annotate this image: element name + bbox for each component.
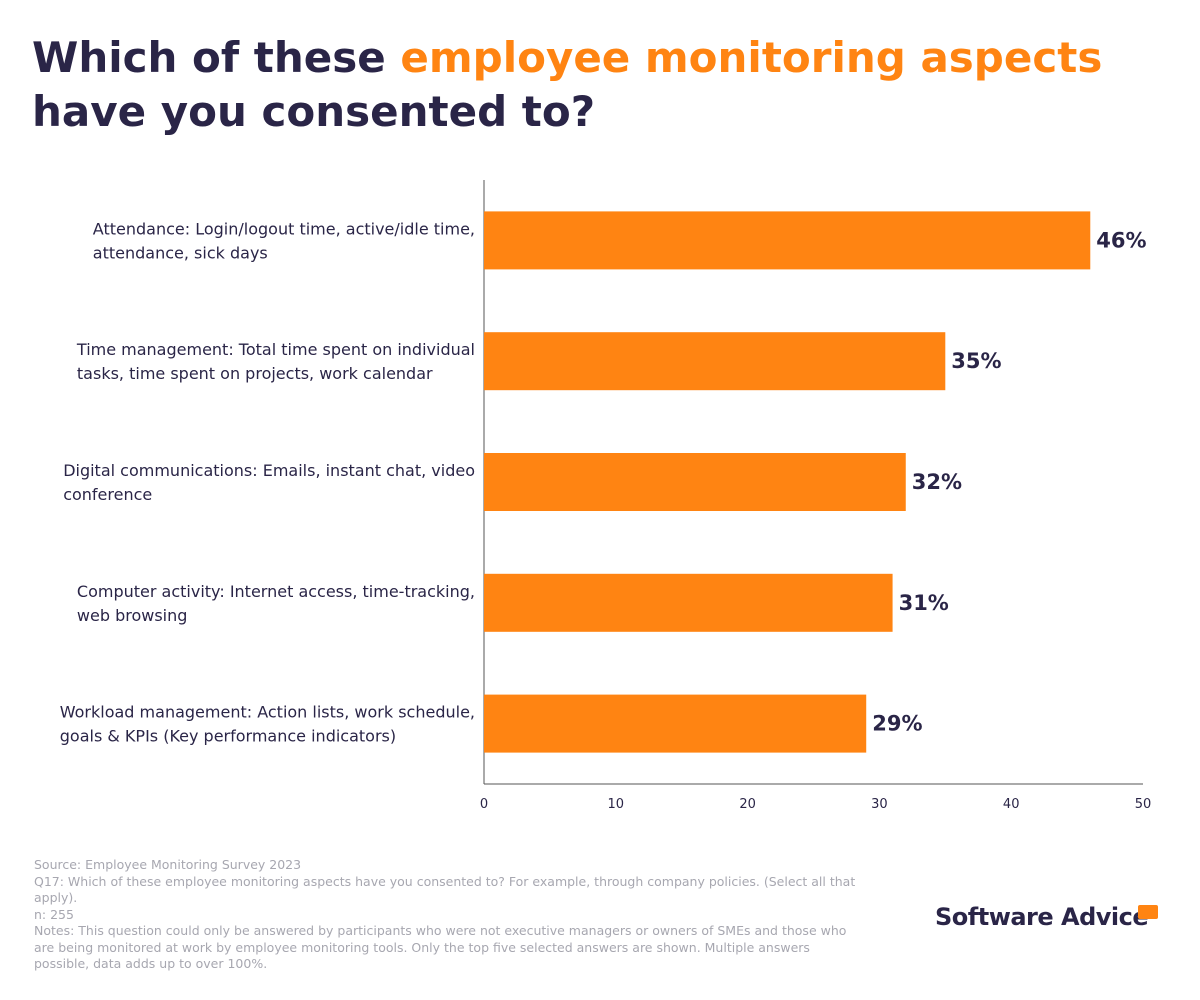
value-label: 29% [872, 712, 922, 736]
x-tick-label: 20 [739, 797, 756, 812]
x-tick-label: 40 [1003, 797, 1020, 812]
y-tick-label: Attendance: Login/logout time, active/id… [93, 219, 475, 238]
bar [484, 694, 867, 753]
source: Source: Employee Monitoring Survey 2023 [34, 857, 302, 872]
y-tick-label: attendance, sick days [93, 243, 268, 262]
footer: Source: Employee Monitoring Survey 2023 … [34, 857, 864, 973]
logo: Software Advice [935, 903, 1149, 931]
y-tick-label: conference [63, 485, 152, 504]
value-label: 46% [1096, 228, 1146, 252]
y-tick-label: Digital communications: Emails, instant … [63, 461, 475, 480]
bar [484, 332, 946, 391]
title-part: Which of these [32, 33, 400, 82]
y-tick-label: web browsing [77, 606, 188, 625]
bar [484, 573, 893, 632]
y-tick-label: goals & KPIs (Key performance indicators… [60, 727, 396, 746]
chart-title: have you consented to? [32, 87, 595, 136]
x-tick-label: 50 [1135, 797, 1152, 812]
category-label: Digital communications: Emails, instant … [63, 461, 475, 504]
y-tick-label: Computer activity: Internet access, time… [77, 582, 475, 601]
y-tick-label: Workload management: Action lists, work … [60, 703, 475, 722]
value-label: 32% [912, 470, 962, 494]
x-tick-label: 10 [608, 797, 625, 812]
sample-size: n: 255 [34, 906, 74, 922]
x-tick-label: 30 [871, 797, 888, 812]
bar [484, 453, 906, 511]
x-tick-label: 0 [480, 797, 488, 812]
category-label: Time management: Total time spent on ind… [76, 340, 475, 383]
y-tick-label: tasks, time spent on projects, work cale… [77, 364, 433, 383]
question: Q17: Which of these employee monitoring … [34, 873, 856, 906]
category-label: Workload management: Action lists, work … [60, 703, 475, 746]
title-highlight: employee monitoring aspects [400, 33, 1102, 82]
bar [484, 211, 1091, 270]
chart-title: Which of these employee monitoring aspec… [32, 33, 1102, 82]
category-label: Computer activity: Internet access, time… [77, 582, 475, 625]
notes: Notes: This question could only be answe… [34, 923, 847, 971]
logo-icon [1138, 905, 1158, 919]
value-label: 35% [951, 349, 1001, 373]
y-tick-label: Time management: Total time spent on ind… [76, 340, 475, 359]
value-label: 31% [899, 591, 949, 615]
category-label: Attendance: Login/logout time, active/id… [93, 219, 475, 262]
